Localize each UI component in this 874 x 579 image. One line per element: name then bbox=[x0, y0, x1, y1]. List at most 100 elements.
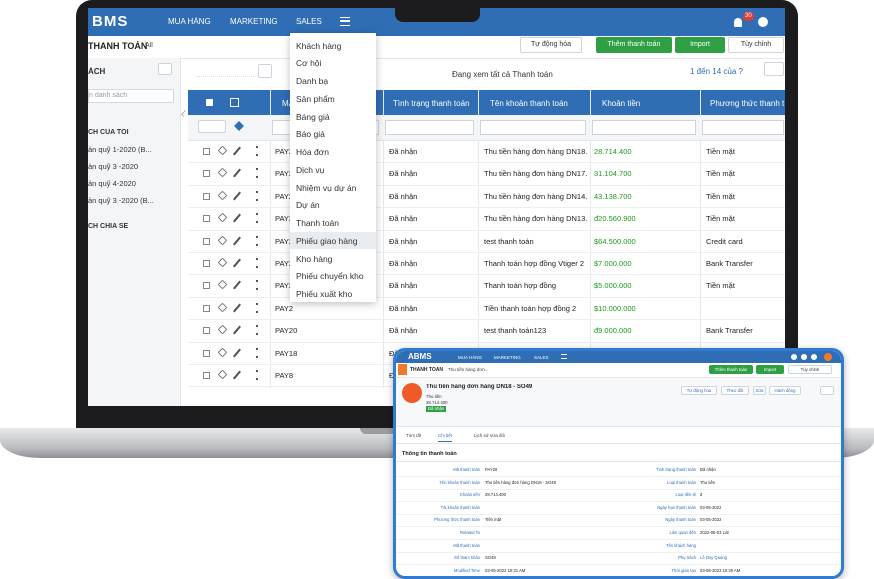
menu-icon[interactable] bbox=[340, 17, 350, 26]
row-checkbox[interactable] bbox=[203, 372, 210, 379]
row-checkbox[interactable] bbox=[203, 170, 210, 178]
search-button[interactable] bbox=[198, 120, 226, 133]
nav-item[interactable]: SALES bbox=[296, 17, 322, 26]
menu-item[interactable]: Khách hàng bbox=[296, 40, 342, 51]
cell-name[interactable]: Thu tiền hàng đơn hàng DN13... bbox=[484, 214, 588, 224]
cell-name[interactable]: Thu tiền hàng đơn hàng DN17... bbox=[484, 169, 588, 179]
menu-item[interactable]: Phiếu giao hàng bbox=[296, 235, 358, 246]
row-more[interactable] bbox=[256, 347, 258, 358]
filter-input[interactable] bbox=[480, 120, 586, 135]
row-checkbox[interactable] bbox=[203, 192, 210, 200]
menu-item[interactable]: Dịch vụ bbox=[296, 164, 325, 175]
record-action[interactable]: Theo dõi bbox=[721, 386, 749, 395]
record-nav[interactable] bbox=[820, 386, 834, 395]
row-more[interactable] bbox=[256, 280, 258, 291]
menu-item[interactable]: Phiếu xuất kho bbox=[296, 289, 353, 299]
tablet-nav-item[interactable]: SALES bbox=[534, 354, 549, 360]
filter-input[interactable] bbox=[592, 120, 696, 135]
row-more[interactable] bbox=[256, 213, 258, 224]
column-header[interactable]: Tên khoản thanh toán bbox=[490, 99, 568, 108]
toolbar-button[interactable]: Tự động hóa bbox=[520, 37, 582, 53]
row-checkbox[interactable] bbox=[203, 148, 210, 155]
row-more[interactable] bbox=[256, 190, 258, 201]
column-header[interactable]: Tình trạng thanh toán bbox=[393, 99, 470, 108]
row-more[interactable] bbox=[256, 235, 258, 246]
cell-name[interactable]: Thanh toán hợp đồng bbox=[484, 281, 557, 291]
select-all[interactable] bbox=[206, 99, 213, 106]
menu-item[interactable]: Kho hàng bbox=[296, 253, 333, 264]
row-checkbox[interactable] bbox=[203, 304, 210, 312]
tablet-nav-item[interactable]: MARKETING bbox=[494, 354, 521, 360]
cell-name[interactable]: test thanh toán bbox=[484, 236, 534, 246]
tablet-top-icon[interactable] bbox=[791, 354, 797, 360]
filter-input[interactable] bbox=[702, 120, 784, 135]
record-action[interactable]: Sửa bbox=[753, 386, 766, 395]
field-row bbox=[396, 527, 841, 540]
nav-item[interactable]: MARKETING bbox=[230, 17, 278, 26]
menu-item[interactable]: Báng giá bbox=[296, 111, 330, 122]
sidebar-search[interactable]: n danh sách bbox=[88, 89, 174, 103]
row-more[interactable] bbox=[256, 168, 258, 179]
table-row bbox=[188, 207, 785, 231]
menu-item[interactable]: Báo giá bbox=[296, 129, 325, 140]
row-checkbox[interactable] bbox=[203, 349, 210, 357]
sidebar-item[interactable]: ản quỹ 1-2020 (B... bbox=[88, 145, 152, 154]
cell-name[interactable]: Tiền thanh toán hợp đồng 2 bbox=[484, 303, 577, 313]
menu-item[interactable]: Cơ hội bbox=[296, 58, 322, 69]
tab[interactable]: Tóm tắt bbox=[406, 433, 422, 438]
toolbar-button[interactable]: Import bbox=[675, 37, 725, 53]
cell-method: Bank Transfer bbox=[706, 326, 753, 336]
filter-input[interactable] bbox=[385, 120, 474, 135]
sidebar-item[interactable]: ản quỹ 3 -2020 (B... bbox=[88, 196, 154, 205]
more-actions[interactable] bbox=[258, 64, 272, 78]
toolbar-button[interactable]: Thêm thanh toán bbox=[596, 37, 672, 53]
cell-amount: $7.000.000 bbox=[594, 259, 632, 268]
row-more[interactable] bbox=[256, 370, 258, 380]
menu-item[interactable]: Nhiệm vụ dự án bbox=[296, 182, 357, 193]
column-header[interactable]: Phương thức thanh t... bbox=[710, 99, 785, 108]
cell-name[interactable]: Thu tiền hàng đơn hàng DN18... bbox=[484, 147, 588, 156]
tablet-nav-item[interactable]: MUA HÀNG bbox=[458, 354, 483, 360]
menu-item[interactable]: Dự án bbox=[296, 200, 320, 211]
bell-icon[interactable] bbox=[734, 18, 742, 27]
row-checkbox[interactable] bbox=[203, 237, 210, 245]
menu-item[interactable]: Hóa đơn bbox=[296, 147, 329, 157]
add-list-button[interactable] bbox=[158, 63, 172, 75]
tablet-button[interactable]: Thêm thanh toán bbox=[709, 365, 753, 374]
sidebar-item[interactable]: ản quỹ 4-2020 bbox=[88, 179, 136, 188]
cell-name[interactable]: Thu tiền hàng đơn hàng DN14... bbox=[484, 191, 588, 201]
menu-item[interactable]: Thanh toán bbox=[296, 218, 340, 228]
record-action[interactable]: Hành động bbox=[769, 386, 801, 395]
row-checkbox[interactable] bbox=[203, 282, 210, 290]
tablet-top-icon[interactable] bbox=[801, 354, 807, 360]
tablet-menu-icon[interactable] bbox=[561, 354, 567, 359]
cell-name[interactable]: test thanh toán123 bbox=[484, 326, 547, 336]
tablet-button[interactable]: Import bbox=[756, 365, 784, 374]
column-header[interactable]: MÃ bbox=[282, 99, 294, 108]
row-checkbox[interactable] bbox=[203, 215, 210, 223]
tablet-button[interactable]: Tùy chỉnh bbox=[788, 365, 832, 374]
row-more[interactable] bbox=[256, 325, 258, 336]
column-picker[interactable] bbox=[230, 98, 239, 107]
cell-name[interactable]: Thanh toán hợp đồng Vtiger 2 bbox=[484, 259, 584, 268]
tablet-top-icon[interactable] bbox=[811, 354, 817, 360]
row-checkbox[interactable] bbox=[203, 260, 210, 267]
record-action[interactable]: Tự động hóa bbox=[681, 386, 717, 395]
menu-item[interactable]: Phiếu chuyển kho bbox=[296, 271, 364, 282]
menu-item[interactable]: Danh bạ bbox=[296, 76, 329, 86]
row-checkbox[interactable] bbox=[203, 327, 210, 335]
nav-item[interactable]: MUA HÀNG bbox=[168, 17, 211, 26]
toolbar-button[interactable]: Tùy chỉnh bbox=[728, 37, 784, 53]
tab[interactable]: Chi tiết bbox=[438, 433, 453, 442]
row-more[interactable] bbox=[256, 258, 258, 268]
menu-item[interactable]: Sản phẩm bbox=[296, 93, 335, 104]
collapse-sidebar[interactable] bbox=[181, 110, 188, 117]
row-more[interactable] bbox=[256, 302, 258, 313]
tablet-close[interactable] bbox=[824, 353, 832, 361]
row-more[interactable] bbox=[256, 146, 258, 156]
column-header[interactable]: Khoản tiền bbox=[602, 99, 641, 108]
sidebar-item[interactable]: ản quỹ 3 -2020 bbox=[88, 162, 139, 171]
add-icon[interactable] bbox=[758, 17, 768, 27]
pager-next[interactable] bbox=[764, 62, 784, 76]
tab[interactable]: Lịch sử sửa đổi bbox=[474, 433, 506, 438]
